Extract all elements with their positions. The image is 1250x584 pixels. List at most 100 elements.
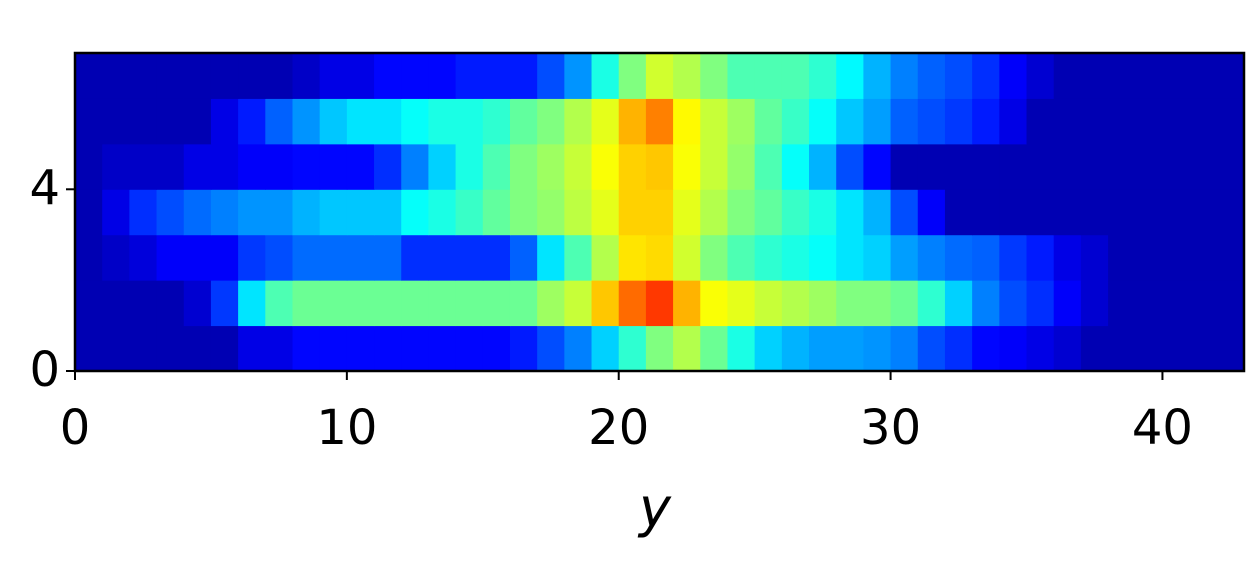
heatmap-cell [1216, 234, 1245, 281]
heatmap-cell [944, 325, 973, 372]
heatmap-cell [319, 98, 348, 145]
heatmap-cell [944, 280, 973, 327]
x-tick-label: 20 [588, 400, 649, 456]
heatmap-cell [944, 143, 973, 190]
heatmap-cell [836, 143, 864, 190]
heatmap-cell [836, 280, 864, 327]
heatmap-cell [509, 234, 538, 281]
heatmap-cell [1108, 98, 1136, 145]
heatmap-cell [591, 280, 620, 327]
heatmap-cell [618, 143, 647, 190]
heatmap-cell [917, 189, 946, 236]
heatmap-cell [645, 143, 674, 190]
heatmap-cell [917, 98, 946, 145]
heatmap-cell [75, 189, 103, 236]
heatmap-cell [265, 234, 293, 281]
heatmap-cell [781, 98, 810, 145]
heatmap-cell [727, 53, 756, 99]
heatmap-cell [809, 280, 837, 327]
heatmap-cell [1162, 53, 1191, 99]
heatmap-cell [210, 143, 239, 190]
heatmap-cell [75, 53, 103, 99]
heatmap-cell [944, 234, 973, 281]
heatmap-cell [917, 280, 946, 327]
heatmap-cell [999, 325, 1028, 372]
heatmap-cell [700, 98, 728, 145]
heatmap-cell [972, 98, 1000, 145]
heatmap-cell [1026, 234, 1055, 281]
heatmap-cell [754, 234, 783, 281]
heatmap-cell [1053, 53, 1082, 99]
heatmap-cell [836, 98, 864, 145]
heatmap-cell [727, 325, 756, 372]
heatmap-cell [238, 189, 266, 236]
heatmap-cell [700, 189, 728, 236]
heatmap-cell [75, 325, 103, 372]
heatmap-cell [401, 189, 429, 236]
heatmap-cell [727, 280, 756, 327]
heatmap-cell [238, 234, 266, 281]
heatmap-cell [591, 234, 620, 281]
heatmap-cell [102, 53, 130, 99]
heatmap-cell [129, 98, 158, 145]
heatmap-cell [1135, 143, 1163, 190]
heatmap-cell [754, 53, 783, 99]
heatmap-cell [1162, 189, 1191, 236]
heatmap-cell [238, 280, 266, 327]
heatmap-cell [428, 234, 457, 281]
heatmap-cell [618, 280, 647, 327]
y-tick-label: 4 [29, 160, 60, 216]
heatmap-cell [863, 98, 892, 145]
heatmap-cell [890, 189, 919, 236]
heatmap-cell [591, 325, 620, 372]
heatmap-cell [890, 53, 919, 99]
heatmap-cell [156, 53, 185, 99]
heatmap-cell [1216, 325, 1245, 372]
heatmap-cell [564, 234, 593, 281]
heatmap-cell [1135, 189, 1163, 236]
heatmap-cell [1108, 325, 1136, 372]
heatmap-cell [428, 98, 457, 145]
heatmap-cell [781, 234, 810, 281]
heatmap-cell [1216, 143, 1245, 190]
heatmap-cell [781, 143, 810, 190]
heatmap-cell [1162, 325, 1191, 372]
heatmap-cell [509, 53, 538, 99]
heatmap-cell [754, 98, 783, 145]
heatmap-cell [1053, 280, 1082, 327]
heatmap-cell [972, 325, 1000, 372]
x-tick-label: 10 [316, 400, 377, 456]
plot-frame [73, 51, 1246, 373]
x-tick-label: 0 [60, 400, 91, 456]
heatmap-cell [156, 189, 185, 236]
heatmap-cell [482, 325, 511, 372]
heatmap-cell [292, 280, 321, 327]
heatmap-cell [972, 143, 1000, 190]
heatmap-cell [156, 325, 185, 372]
heatmap-cell [482, 143, 511, 190]
heatmap-cell [346, 234, 375, 281]
heatmap-cell [428, 143, 457, 190]
heatmap-cell [346, 189, 375, 236]
heatmap-cell [700, 143, 728, 190]
heatmap-cell [890, 325, 919, 372]
heatmap-cell [346, 280, 375, 327]
heatmap-cell [1189, 234, 1218, 281]
heatmap-cell [319, 234, 348, 281]
heatmap-cell [292, 98, 321, 145]
heatmap-cell [102, 189, 130, 236]
heatmap-cell [673, 234, 701, 281]
heatmap-cell [129, 234, 158, 281]
heatmap-cell [265, 98, 293, 145]
heatmap-cell [890, 234, 919, 281]
heatmap-cell [1216, 53, 1245, 99]
heatmap-cell [700, 53, 728, 99]
heatmap-cell [727, 143, 756, 190]
heatmap-cell [863, 325, 892, 372]
heatmap-cell [156, 143, 185, 190]
heatmap-cell [374, 98, 402, 145]
heatmap-cell [156, 234, 185, 281]
heatmap-cell [210, 98, 239, 145]
heatmap-cell [1026, 53, 1055, 99]
heatmap-cell [509, 280, 538, 327]
